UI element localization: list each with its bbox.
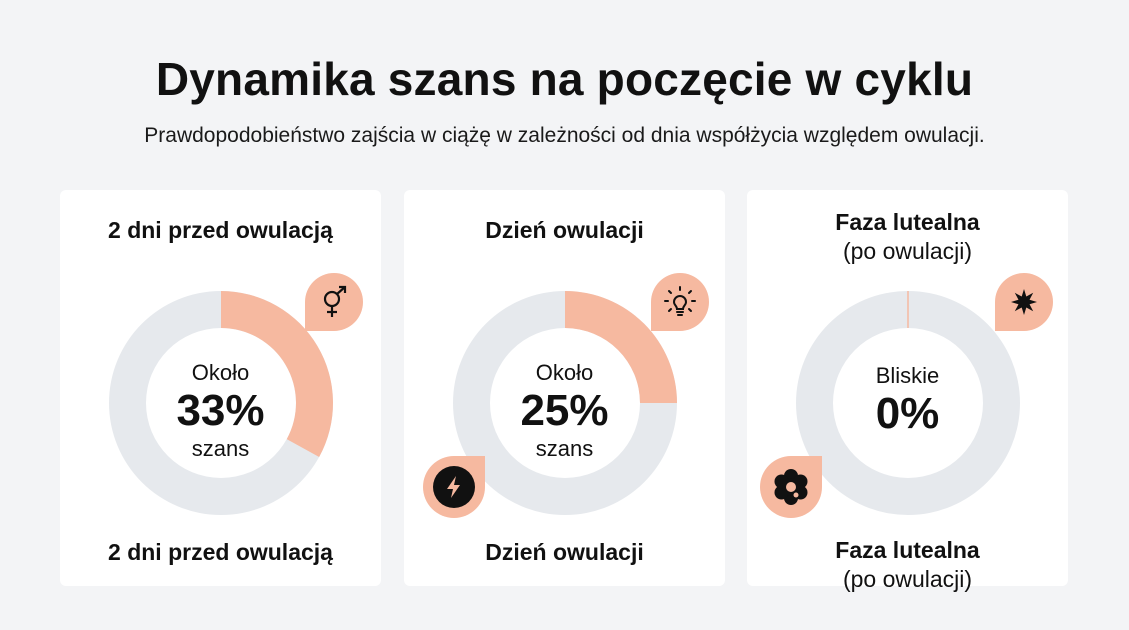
page-subtitle: Prawdopodobieństwo zajścia w ciążę w zal… <box>144 124 985 147</box>
donut-center: Około 33% szans <box>60 360 381 462</box>
donut-track <box>796 291 1020 515</box>
page-title: Dynamika szans na poczęcie w cyklu <box>155 53 974 105</box>
card-footer-text: Dzień owulacji <box>485 539 644 565</box>
center-value: 25% <box>520 386 609 435</box>
center-pre: Około <box>535 360 594 385</box>
donut-center: Około 25% szans <box>404 360 725 462</box>
flower-icon <box>760 456 822 518</box>
donut-center: Bliskie 0% <box>747 363 1068 439</box>
card-title-text: Dzień owulacji <box>485 217 644 243</box>
lightning-icon <box>423 456 485 518</box>
card-two-days-before: 2 dni przed owulacją Około 33% szans 2 d… <box>60 190 381 586</box>
gender-symbol-icon <box>305 273 363 331</box>
card-footer: Faza lutealna (po owulacji) <box>747 536 1068 594</box>
center-value: 33% <box>176 386 265 435</box>
card-ovulation-day: Dzień owulacji Około 25% szans Dzień owu… <box>404 190 725 586</box>
card-title: 2 dni przed owulacją <box>60 216 381 245</box>
card-footer: Dzień owulacji <box>404 538 725 567</box>
center-pre: Około <box>191 360 250 385</box>
card-title-text: 2 dni przed owulacją <box>108 217 333 243</box>
card-title-sub: (po owulacji) <box>842 238 973 264</box>
center-pre: Bliskie <box>875 363 940 388</box>
card-footer-text: Faza lutealna <box>835 537 980 563</box>
center-post: szans <box>191 436 250 461</box>
lightbulb-icon <box>651 273 709 331</box>
card-footer-sub: (po owulacji) <box>842 566 973 592</box>
card-title: Faza lutealna (po owulacji) <box>747 208 1068 266</box>
center-value: 0% <box>875 389 940 438</box>
donut-chart <box>453 291 677 515</box>
donut-chart <box>109 291 334 515</box>
card-title-text: Faza lutealna <box>835 209 980 235</box>
star-burst-icon <box>995 273 1053 331</box>
card-luteal-phase: Faza lutealna (po owulacji) Bliskie 0% Fa… <box>747 190 1068 592</box>
donut-segment <box>221 291 334 457</box>
donut-segment <box>565 291 677 403</box>
card-title: Dzień owulacji <box>404 216 725 245</box>
center-post: szans <box>535 436 594 461</box>
card-footer-text: 2 dni przed owulacją <box>108 539 333 565</box>
card-footer: 2 dni przed owulacją <box>60 538 381 567</box>
donut-chart <box>796 291 1020 515</box>
